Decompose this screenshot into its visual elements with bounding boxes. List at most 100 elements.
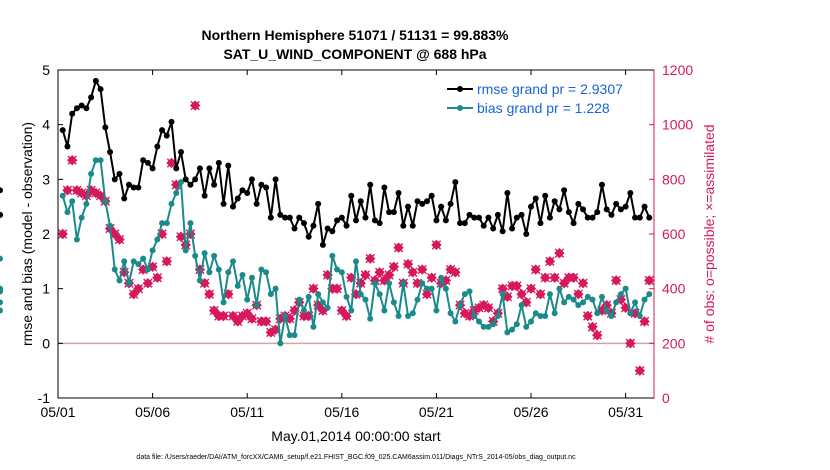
assimilated-marker bbox=[450, 267, 461, 278]
rmse-point bbox=[149, 165, 156, 172]
rmse-point bbox=[92, 77, 99, 84]
assimilated-marker bbox=[67, 155, 78, 166]
rmse-point bbox=[490, 225, 497, 232]
rmse-point bbox=[253, 200, 260, 207]
rmse-point bbox=[433, 217, 440, 224]
rmse-point bbox=[513, 214, 520, 221]
rmse-point bbox=[140, 157, 147, 164]
bias-point bbox=[570, 296, 577, 303]
assimilated-marker bbox=[360, 269, 371, 281]
bias-point bbox=[518, 302, 525, 309]
bias-point bbox=[206, 269, 213, 276]
rmse-point bbox=[154, 143, 161, 150]
bias-point bbox=[575, 302, 582, 309]
assimilated-marker bbox=[573, 288, 584, 300]
assimilated-marker bbox=[426, 272, 437, 283]
rmse-point bbox=[239, 187, 246, 194]
chart-title: Northern Hemisphere 51071 / 51131 = 99.8… bbox=[201, 27, 509, 43]
bias-point bbox=[622, 285, 629, 292]
bias-point bbox=[414, 296, 421, 303]
rmse-point bbox=[362, 214, 369, 221]
assimilated-marker bbox=[402, 258, 414, 270]
bias-point bbox=[291, 332, 298, 339]
assimilated-marker bbox=[204, 288, 215, 300]
assimilated-marker bbox=[189, 100, 201, 111]
bias-point bbox=[390, 299, 397, 306]
y-tick-label: 2 bbox=[42, 226, 50, 242]
y-tick-label: 4 bbox=[42, 117, 50, 133]
bias-point bbox=[480, 323, 487, 330]
bias-point bbox=[234, 282, 241, 289]
rmse-point bbox=[561, 187, 568, 194]
rmse-point bbox=[371, 217, 378, 224]
rmse-point bbox=[348, 192, 355, 199]
rmse-point bbox=[248, 176, 255, 183]
rmse-point bbox=[409, 222, 416, 229]
rmse-point bbox=[107, 149, 114, 155]
rmse-point bbox=[617, 206, 624, 213]
rmse-point bbox=[518, 211, 525, 218]
rmse-point bbox=[125, 181, 132, 188]
rmse-point bbox=[584, 214, 591, 221]
rmse-point bbox=[400, 222, 407, 229]
rmse-point bbox=[206, 165, 213, 172]
assimilated-marker bbox=[388, 261, 400, 272]
bias-point bbox=[215, 266, 222, 273]
bias-point bbox=[0, 255, 3, 262]
assimilated-marker bbox=[644, 275, 655, 286]
assimilated-marker bbox=[218, 310, 229, 322]
bias-point bbox=[0, 299, 3, 306]
y-tick-label-right: 1200 bbox=[662, 62, 693, 78]
bias-point bbox=[196, 277, 203, 284]
bias-point bbox=[636, 313, 643, 319]
bias-point bbox=[362, 296, 369, 303]
bias-point bbox=[267, 291, 274, 298]
rmse-point bbox=[324, 225, 331, 232]
rmse-point bbox=[163, 132, 170, 139]
assimilated-marker bbox=[525, 283, 537, 294]
bias-point bbox=[248, 274, 255, 281]
assimilated-marker bbox=[407, 267, 418, 278]
bias-point bbox=[88, 170, 95, 177]
assimilated-marker bbox=[511, 280, 523, 292]
bias-point bbox=[603, 307, 610, 314]
bias-point bbox=[135, 261, 142, 268]
rmse-point bbox=[565, 209, 572, 216]
rmse-point bbox=[381, 184, 388, 191]
y-tick-label-right: 600 bbox=[662, 226, 686, 242]
assimilated-marker bbox=[142, 278, 154, 289]
bias-point bbox=[617, 291, 624, 298]
rmse-point bbox=[286, 214, 293, 221]
x-axis-label: May.01,2014 00:00:00 start bbox=[271, 428, 441, 444]
bias-point bbox=[589, 296, 596, 303]
rmse-point bbox=[423, 198, 430, 205]
rmse-point bbox=[551, 198, 558, 205]
rmse-point bbox=[234, 195, 241, 202]
assimilated-marker bbox=[592, 329, 603, 341]
rmse-point bbox=[546, 214, 553, 221]
rmse-point bbox=[192, 176, 199, 183]
rmse-point bbox=[0, 187, 3, 194]
bias-point bbox=[116, 277, 123, 284]
bias-point bbox=[0, 288, 3, 295]
rmse-point bbox=[177, 149, 184, 155]
rmse-point bbox=[211, 181, 218, 188]
bias-point bbox=[475, 318, 482, 325]
y-tick-label: 0 bbox=[42, 335, 50, 351]
rmse-point bbox=[73, 105, 80, 112]
rmse-point bbox=[97, 86, 104, 93]
bias-point bbox=[367, 315, 374, 322]
assimilated-marker bbox=[478, 299, 489, 311]
rmse-point bbox=[329, 228, 336, 235]
bias-point bbox=[149, 247, 156, 254]
assimilated-marker bbox=[166, 157, 177, 169]
rmse-point bbox=[334, 217, 341, 224]
bias-point bbox=[452, 318, 459, 325]
assimilated-marker bbox=[114, 234, 125, 245]
rmse-point bbox=[230, 203, 237, 210]
rmse-point bbox=[376, 220, 383, 227]
data-file-footnote: data file: /Users/raeder/DAI/ATM_forcXX/… bbox=[136, 454, 576, 461]
x-tick-label: 05/01 bbox=[40, 404, 75, 420]
x-tick-label: 05/31 bbox=[608, 404, 643, 420]
rmse-point bbox=[187, 181, 194, 188]
